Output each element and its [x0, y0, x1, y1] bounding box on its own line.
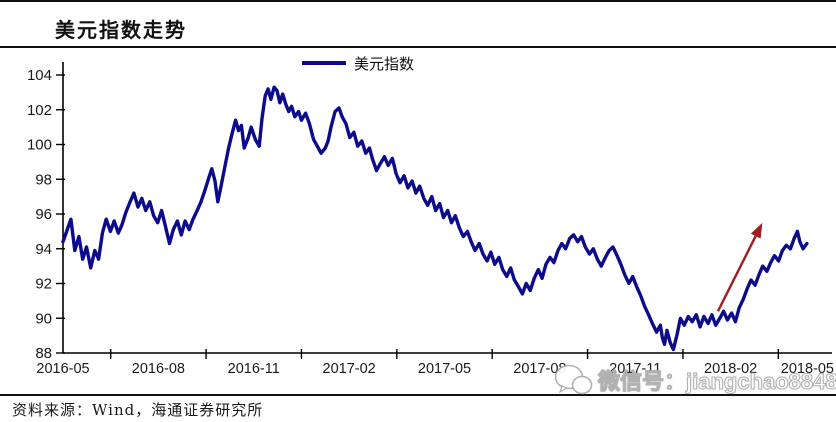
top-divider — [0, 0, 836, 2]
wechat-icon — [554, 364, 593, 395]
x-axis-label: 2017-08 — [513, 361, 566, 377]
legend-label: 美元指数 — [354, 54, 415, 73]
x-axis-label: 2017-05 — [418, 361, 471, 377]
chart-legend: 美元指数 — [302, 54, 415, 73]
bottom-divider — [0, 394, 836, 396]
x-axis-label: 2016-11 — [228, 361, 280, 377]
dollar-index-line — [61, 85, 809, 352]
x-axis-label: 2016-08 — [132, 361, 185, 377]
x-axis-label: 2018-05 — [781, 361, 834, 377]
trend-arrow-head — [750, 222, 763, 239]
y-axis-label: 100 — [27, 137, 52, 154]
x-axis-label: 2017-11 — [609, 361, 661, 377]
y-axis-label: 104 — [27, 67, 52, 84]
x-axis-label: 2018-02 — [704, 361, 757, 377]
y-axis-label: 92 — [35, 276, 52, 293]
y-axis-label: 94 — [35, 241, 52, 258]
legend-line-swatch — [302, 61, 346, 65]
y-axis-label: 102 — [27, 102, 52, 119]
y-axis-label: 98 — [35, 171, 52, 188]
watermark-text: 微信号：jiangchao8848 — [598, 369, 836, 395]
y-axis-label: 88 — [35, 345, 52, 362]
title-divider — [0, 46, 836, 48]
y-axis-label: 90 — [35, 310, 52, 327]
chart-title: 美元指数走势 — [55, 18, 187, 42]
x-axis-label: 2017-02 — [323, 361, 376, 377]
y-axis-label: 96 — [35, 206, 52, 223]
trend-arrow-shaft — [716, 235, 757, 312]
wechat-watermark: 微信号：jiangchao8848 — [552, 361, 836, 399]
data-source-note: 资料来源：Wind，海通证券研究所 — [12, 401, 264, 419]
x-axis-label: 2016-05 — [36, 361, 89, 377]
